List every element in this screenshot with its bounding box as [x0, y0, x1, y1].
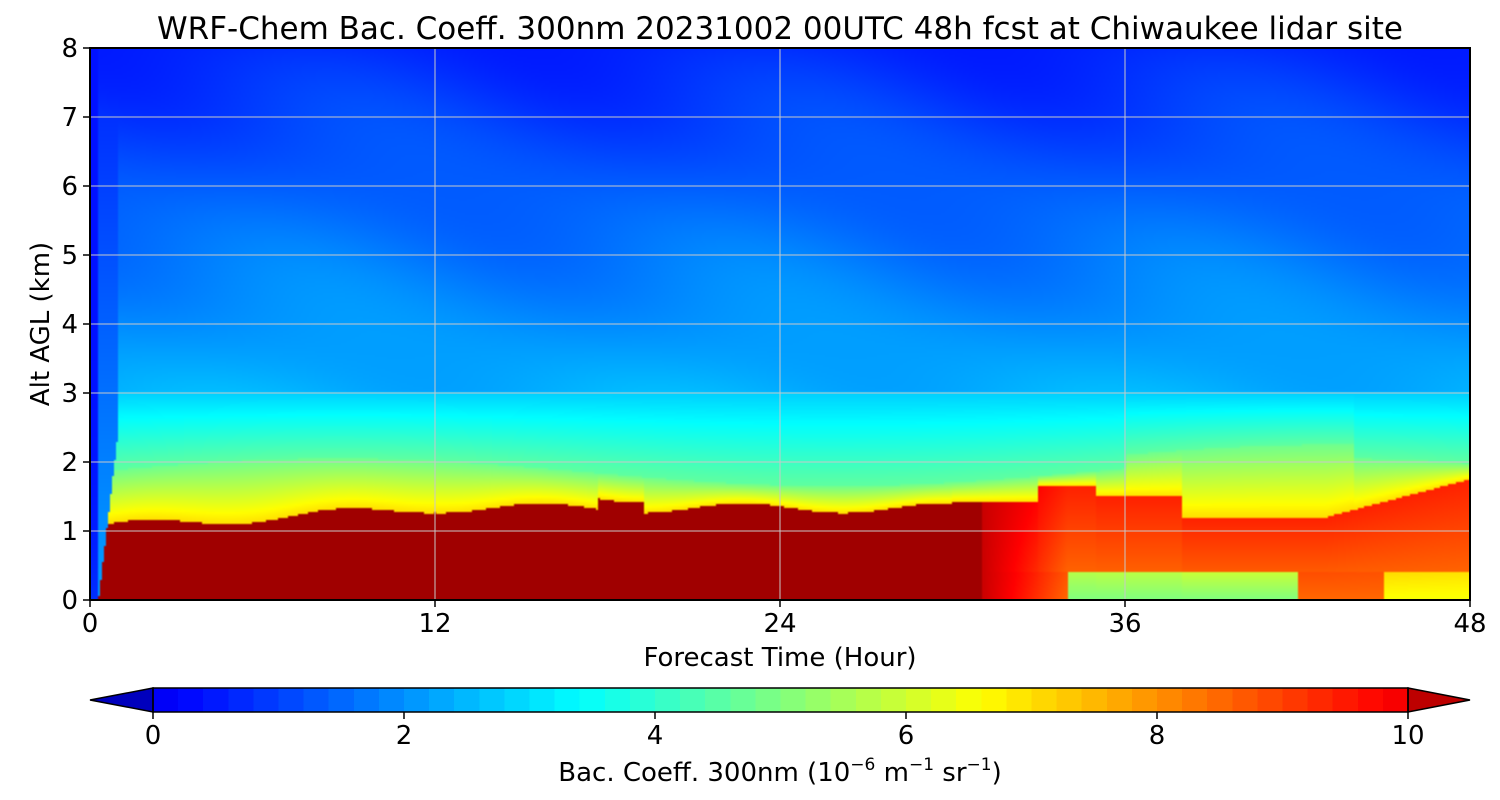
- colorbar-tick-label: 6: [898, 721, 915, 751]
- colorbar-body: [153, 688, 1408, 712]
- y-axis: 0 1 2 3 4 5 6 7 8: [61, 34, 90, 616]
- colorbar-tick-label: 2: [396, 721, 413, 751]
- colorbar-extend-high: [1407, 687, 1471, 713]
- colorbar-extend-low: [89, 687, 154, 713]
- colorbar-tick-label: 10: [1391, 721, 1424, 751]
- y-axis-label: Alt AGL (km): [26, 242, 56, 406]
- chart-title: WRF-Chem Bac. Coeff. 300nm 20231002 00UT…: [157, 11, 1403, 47]
- x-tick-label: 48: [1453, 609, 1486, 639]
- x-tick-label: 24: [763, 609, 796, 639]
- y-tick-label: 8: [61, 34, 78, 64]
- colorbar-tick-label: 0: [145, 721, 162, 751]
- y-tick-label: 3: [61, 379, 78, 409]
- y-tick-label: 0: [61, 586, 78, 616]
- colorbar-ticks: 0 2 4 6 8 10: [145, 712, 1425, 751]
- colorbar: 0 2 4 6 8 10 Bac. Coeff. 300nm (10−6 m−1 sr−1…: [89, 687, 1471, 788]
- x-tick-label: 12: [418, 609, 451, 639]
- y-tick-label: 6: [61, 172, 78, 202]
- y-tick-label: 4: [61, 310, 78, 340]
- x-axis: 0 12 24 36 48: [82, 600, 1487, 639]
- colorbar-tick-label: 8: [1149, 721, 1166, 751]
- y-tick-label: 5: [61, 241, 78, 271]
- x-tick-label: 0: [82, 609, 99, 639]
- y-tick-label: 2: [61, 448, 78, 478]
- colorbar-label: Bac. Coeff. 300nm (10−6 m−1 sr−1): [558, 755, 1001, 788]
- y-tick-label: 1: [61, 517, 78, 547]
- x-tick-label: 36: [1108, 609, 1141, 639]
- y-tick-label: 7: [61, 103, 78, 133]
- colorbar-tick-label: 4: [647, 721, 664, 751]
- x-axis-label: Forecast Time (Hour): [643, 643, 916, 673]
- colorbar-frame: [152, 687, 1409, 713]
